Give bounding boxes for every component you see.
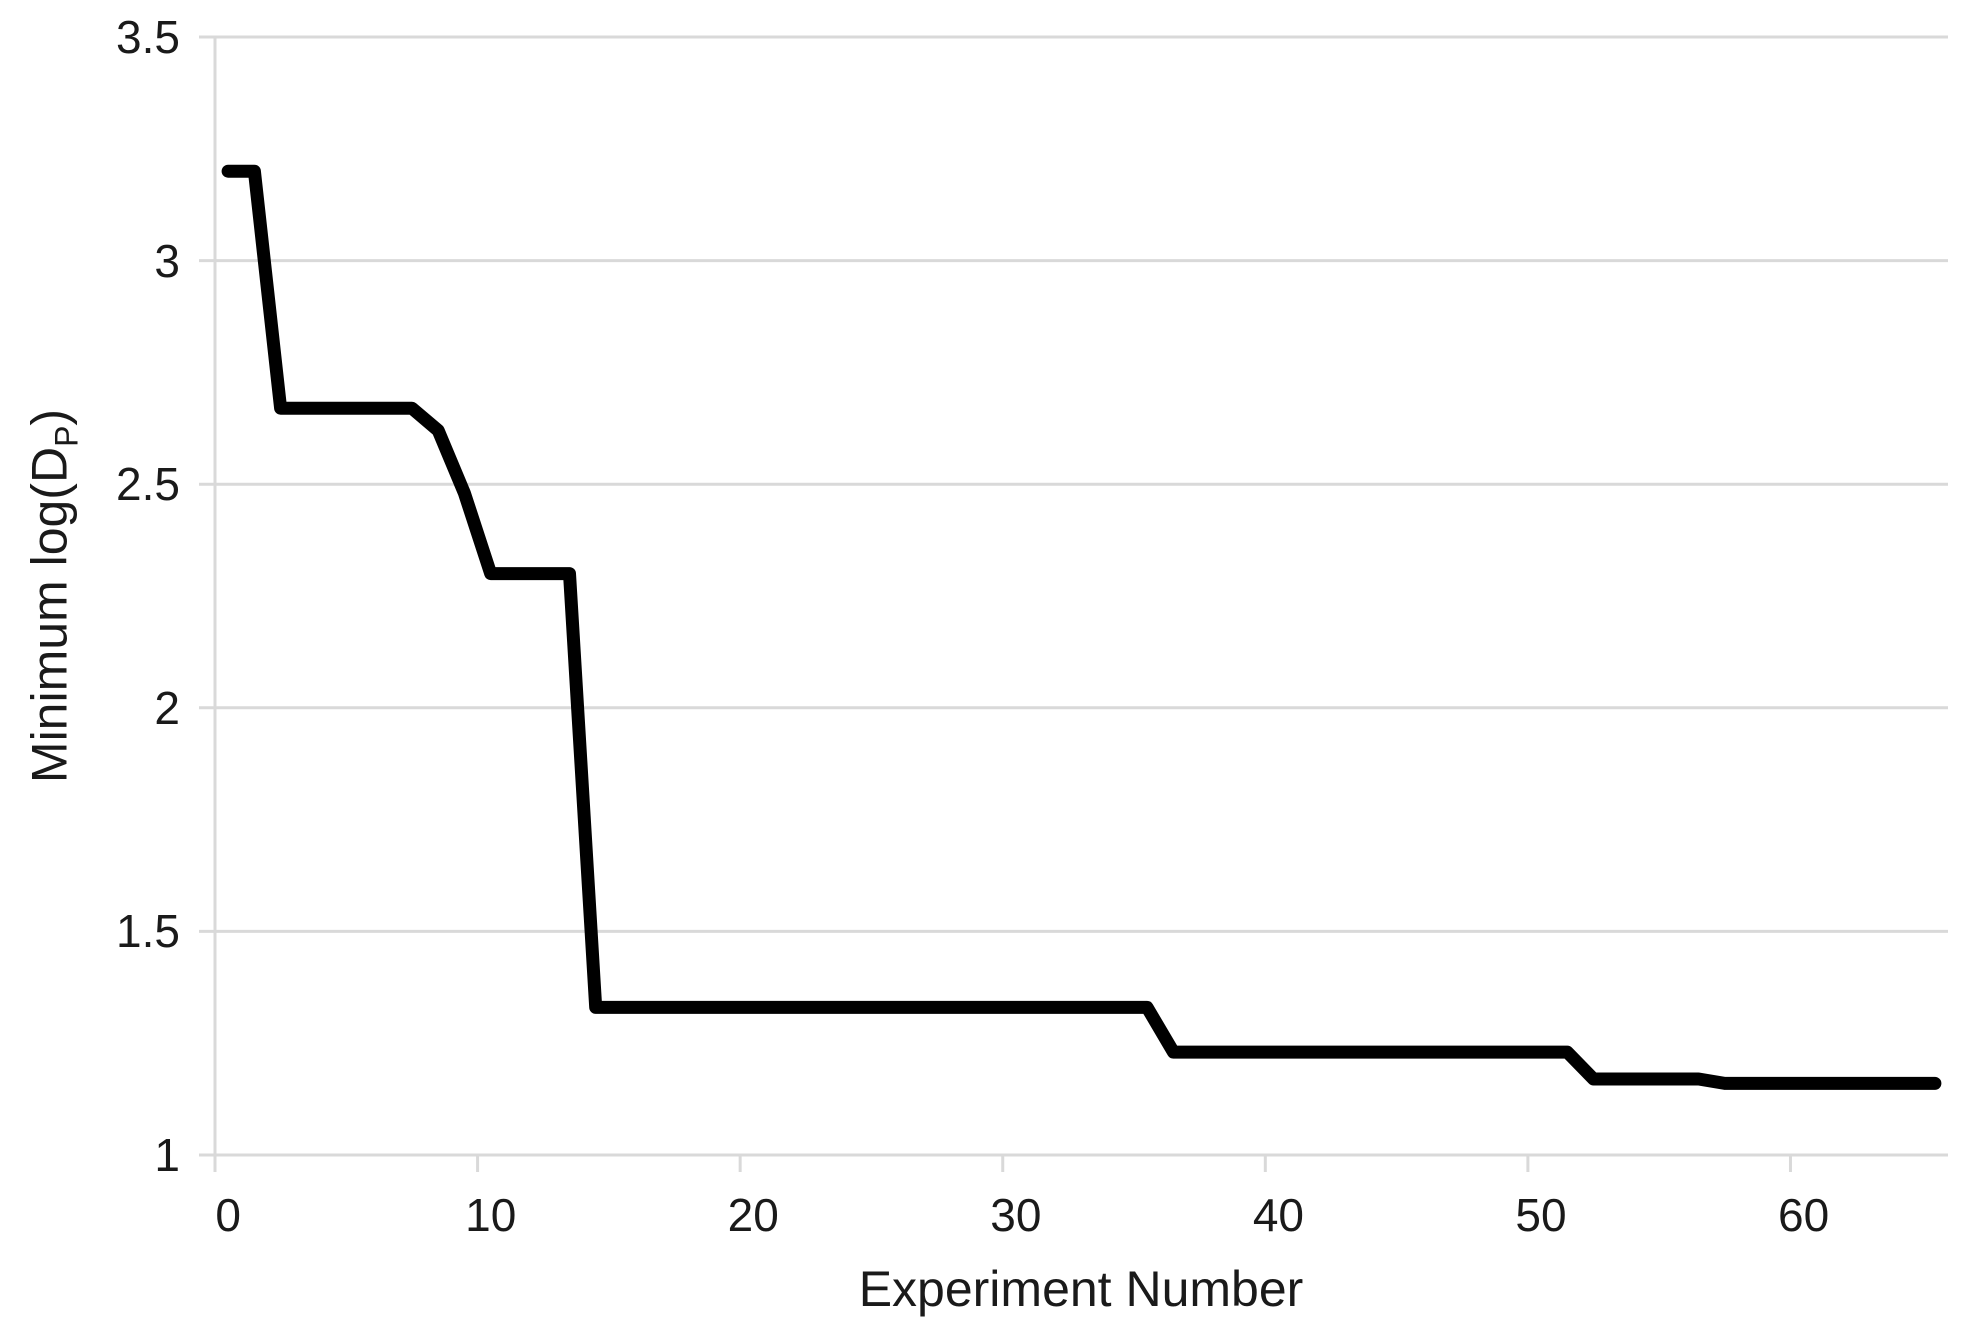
x-tick-label: 0	[215, 1189, 241, 1241]
x-tick-label: 30	[990, 1189, 1042, 1241]
y-tick-label: 3.5	[116, 11, 180, 63]
y-axis-title: Minimum log(DP)	[21, 408, 85, 784]
x-tick-label: 60	[1777, 1189, 1830, 1241]
y-tick-label: 1	[154, 1129, 180, 1181]
y-tick-label: 1.5	[116, 905, 180, 958]
x-axis-title: Experiment Number	[858, 1261, 1304, 1317]
x-tick-label: 40	[1252, 1189, 1305, 1241]
min-logdp-series-line	[221, 164, 1942, 1090]
x-tick-label: 50	[1515, 1189, 1567, 1241]
y-tick-label: 2	[154, 681, 180, 734]
y-axis-title-prefix: Minimum log(D	[21, 446, 78, 784]
x-tick-label: 20	[727, 1189, 779, 1241]
y-tick-label: 3	[154, 234, 180, 287]
y-axis-title-subscript: P	[48, 425, 85, 447]
y-tick-label: 2.5	[116, 458, 180, 511]
y-axis-title-suffix: )	[21, 408, 78, 426]
x-tick-label: 10	[465, 1189, 517, 1241]
